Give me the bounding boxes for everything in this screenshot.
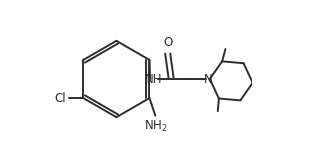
Text: O: O — [163, 36, 172, 49]
Text: NH: NH — [145, 73, 162, 85]
Text: Cl: Cl — [55, 92, 66, 105]
Text: N: N — [204, 73, 213, 85]
Text: NH$_2$: NH$_2$ — [145, 119, 168, 134]
